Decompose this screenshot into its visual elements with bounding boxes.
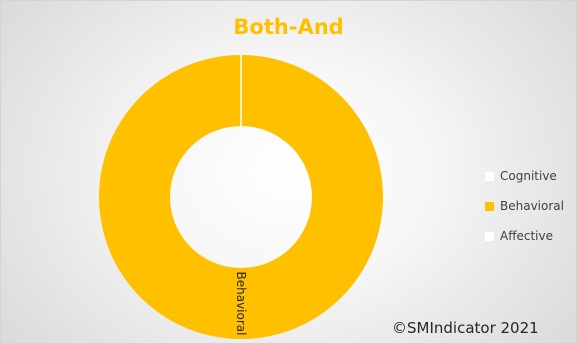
slice-label-behavioral: Behavioral: [234, 272, 248, 336]
legend-swatch-cognitive: [485, 171, 494, 181]
legend-label-cognitive: Cognitive: [500, 169, 557, 183]
legend: Cognitive Behavioral Affective: [485, 161, 575, 251]
legend-swatch-affective: [485, 231, 494, 241]
chart-title: Both-And: [233, 15, 344, 39]
copyright-text: ©SMIndicator 2021: [392, 319, 539, 337]
legend-item-affective: Affective: [485, 221, 575, 251]
donut-slice-behavioral: [99, 55, 383, 339]
legend-item-behavioral: Behavioral: [485, 191, 575, 221]
legend-label-behavioral: Behavioral: [500, 199, 564, 213]
legend-swatch-behavioral: [485, 201, 494, 211]
legend-item-cognitive: Cognitive: [485, 161, 575, 191]
legend-label-affective: Affective: [500, 229, 553, 243]
